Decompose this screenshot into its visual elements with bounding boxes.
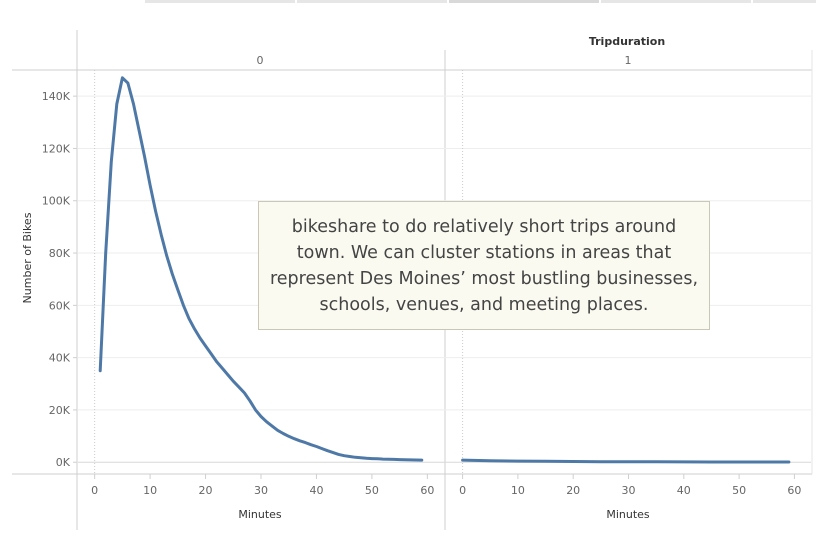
y-axis-title: Number of Bikes bbox=[21, 212, 34, 303]
x-tick-label: 50 bbox=[365, 484, 379, 497]
series-line-panel-0 bbox=[98, 76, 424, 462]
dashboard-tab-strip-5[interactable] bbox=[753, 0, 816, 3]
x-tick-label: 60 bbox=[420, 484, 434, 497]
y-tick-label: 80K bbox=[49, 247, 71, 260]
y-tick-label: 100K bbox=[42, 195, 71, 208]
y-tick-label: 120K bbox=[42, 142, 71, 155]
x-tick-label: 0 bbox=[459, 484, 466, 497]
x-tick-label: 10 bbox=[143, 484, 157, 497]
y-tick-label: 140K bbox=[42, 90, 71, 103]
x-tick-label: 40 bbox=[309, 484, 323, 497]
y-tick-label: 0K bbox=[56, 456, 71, 469]
x-tick-label: 60 bbox=[787, 484, 801, 497]
x-tick-label: 10 bbox=[511, 484, 525, 497]
x-tick-label: 20 bbox=[566, 484, 580, 497]
series-line-panel-1 bbox=[461, 458, 791, 464]
panel-0-header: 0 bbox=[257, 54, 264, 67]
y-tick-label: 40K bbox=[49, 352, 71, 365]
dashboard-tab-strip-3[interactable] bbox=[449, 0, 599, 3]
x-tick-label: 20 bbox=[199, 484, 213, 497]
dashboard-tab-strip-1[interactable] bbox=[145, 0, 295, 3]
annotation-text: bikeshare to do relatively short trips a… bbox=[269, 216, 699, 315]
x-tick-label: 30 bbox=[622, 484, 636, 497]
x-axis-title-panel-0: Minutes bbox=[238, 508, 282, 521]
y-tick-label: 60K bbox=[49, 299, 71, 312]
x-tick-label: 40 bbox=[677, 484, 691, 497]
x-tick-label: 50 bbox=[732, 484, 746, 497]
x-tick-label: 30 bbox=[254, 484, 268, 497]
panel-1-header: 1 bbox=[625, 54, 632, 67]
dashboard-tab-strip-2[interactable] bbox=[297, 0, 447, 3]
x-tick-label: 0 bbox=[91, 484, 98, 497]
annotation-box: bikeshare to do relatively short trips a… bbox=[258, 201, 710, 330]
y-tick-label: 20K bbox=[49, 404, 71, 417]
x-axis-title-panel-1: Minutes bbox=[606, 508, 650, 521]
column-header-title: Tripduration bbox=[589, 35, 665, 48]
dashboard-tab-strip-4[interactable] bbox=[601, 0, 751, 3]
